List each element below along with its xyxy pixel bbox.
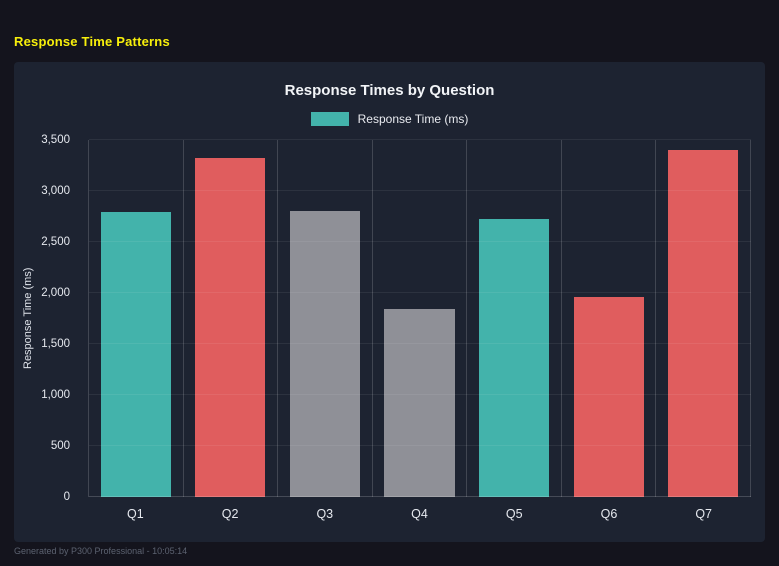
x-tick-label-q4: Q4 — [411, 507, 428, 521]
y-tick-label: 1,000 — [41, 389, 70, 401]
x-tick-label-q1: Q1 — [127, 507, 144, 521]
legend-label: Response Time (ms) — [357, 112, 469, 126]
y-tick-label: 3,000 — [41, 185, 70, 197]
y-tick-label: 0 — [63, 491, 70, 503]
bar-q1[interactable] — [100, 212, 171, 497]
x-tick-label-q2: Q2 — [221, 507, 239, 521]
legend-swatch — [310, 112, 349, 126]
y-axis-ticks: 0 500 1,000 1,500 2,000 2,500 3,000 3,500 — [14, 134, 80, 503]
bar-q7[interactable] — [668, 150, 739, 497]
chart-title: Response Times by Question — [284, 82, 495, 99]
x-tick-label-q3: Q3 — [316, 507, 334, 521]
x-axis-labels: Q1 Q2 Q3 Q4 Q5 Q6 Q7 — [88, 507, 751, 521]
plot-area — [88, 139, 752, 497]
y-tick-label: 1,500 — [41, 338, 70, 350]
page-title: Response Time Patterns — [14, 34, 170, 49]
chart-legend[interactable]: Response Time (ms) — [14, 112, 765, 126]
chart-panel: Response Times by Question Response Time… — [14, 62, 765, 542]
x-tick-label-q6: Q6 — [600, 507, 618, 521]
bar-column-q2 — [184, 140, 279, 497]
bar-q2[interactable] — [195, 158, 266, 497]
y-tick-label: 500 — [50, 440, 70, 452]
y-tick-label: 3,500 — [41, 134, 70, 146]
x-tick-label-q5: Q5 — [505, 507, 523, 521]
bar-q6[interactable] — [573, 297, 644, 497]
footer-text: Generated by P300 Professional - 10:05:1… — [14, 546, 188, 556]
bar-column-q1 — [89, 140, 184, 497]
bar-column-q6 — [562, 140, 657, 497]
y-tick-label: 2,000 — [41, 287, 70, 299]
bar-q4[interactable] — [384, 309, 455, 497]
bar-column-q5 — [467, 140, 562, 497]
bar-column-q3 — [278, 140, 373, 497]
y-tick-label: 2,500 — [41, 236, 70, 248]
bar-q5[interactable] — [479, 218, 550, 497]
x-tick-label-q7: Q7 — [695, 507, 713, 521]
bar-column-q4 — [373, 140, 468, 497]
bar-columns — [89, 140, 752, 497]
bar-q3[interactable] — [289, 211, 361, 497]
bar-column-q7 — [656, 140, 752, 497]
